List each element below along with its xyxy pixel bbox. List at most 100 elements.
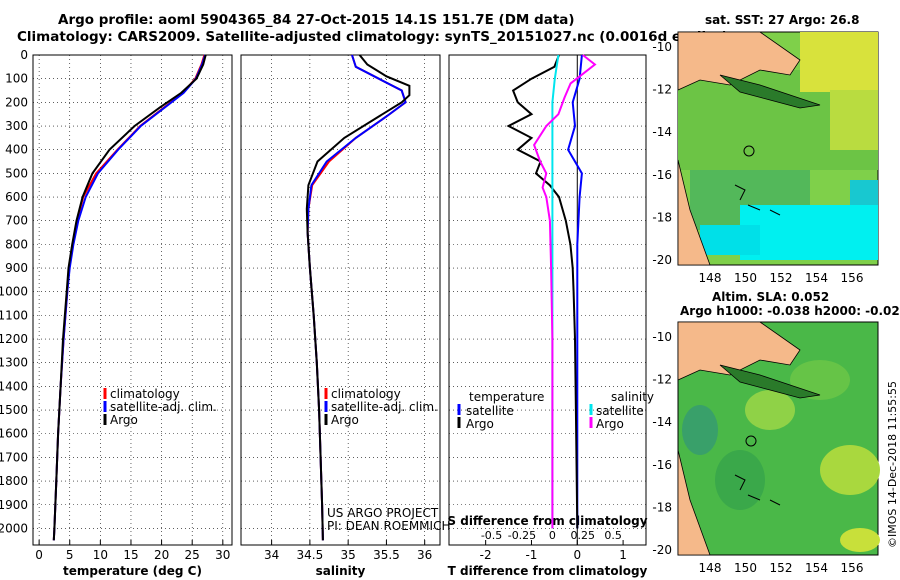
plot-frame xyxy=(448,54,647,546)
x2tick-label: -0.5 xyxy=(481,529,502,542)
map-xtick: 154 xyxy=(805,271,828,285)
map-xtick: 154 xyxy=(805,561,828,575)
xtick-label: -2 xyxy=(480,548,492,562)
xtick-label: 20 xyxy=(154,548,169,562)
x2tick-label: 0 xyxy=(549,529,556,542)
sla-map-title-2: Argo h1000: -0.038 h2000: -0.029 xyxy=(680,304,900,318)
imos-footer: ©IMOS 14-Dec-2018 11:55:55 xyxy=(886,381,899,548)
xtick-label: -1 xyxy=(525,548,537,562)
map-ytick: -12 xyxy=(652,373,672,387)
legend-label: satellite-adj. clim. xyxy=(331,400,438,414)
series-t-argo xyxy=(506,54,579,529)
xtick-label: 35 xyxy=(341,548,356,562)
legend-label: satellite xyxy=(596,404,644,418)
ytick-label: 200 xyxy=(5,95,28,109)
ytick-label: 0 xyxy=(20,48,28,62)
ytick-label: 1000 xyxy=(0,285,28,299)
sla-map xyxy=(677,321,880,556)
map-ytick: -18 xyxy=(652,210,672,224)
xtick-label: 10 xyxy=(93,548,108,562)
map-xtick: 156 xyxy=(841,561,864,575)
ytick-label: 100 xyxy=(5,72,28,86)
map-ytick: -14 xyxy=(652,125,672,139)
ytick-label: 1100 xyxy=(0,308,28,322)
map-ytick: -16 xyxy=(652,168,672,182)
map-xtick: 156 xyxy=(841,271,864,285)
series-t-satellite xyxy=(567,54,583,529)
xtick-label: 0 xyxy=(573,548,581,562)
ytick-label: 1400 xyxy=(0,379,28,393)
map-ytick: -18 xyxy=(652,500,672,514)
x2tick-label: -0.25 xyxy=(508,529,536,542)
ytick-label: 900 xyxy=(5,261,28,275)
ytick-label: 1800 xyxy=(0,474,28,488)
series-argo xyxy=(305,54,411,541)
xtick-label: 25 xyxy=(185,548,200,562)
map-ytick: -10 xyxy=(652,330,672,344)
series-argo xyxy=(52,54,207,541)
legend-label: satellite-adj. clim. xyxy=(110,400,217,414)
legend-label: Argo xyxy=(466,417,494,431)
map-xtick: 152 xyxy=(770,271,793,285)
x-axis-label: T difference from climatology xyxy=(448,564,648,578)
ytick-label: 600 xyxy=(5,190,28,204)
legend-label: climatology xyxy=(331,387,401,401)
ytick-label: 700 xyxy=(5,214,28,228)
map-xtick: 150 xyxy=(734,271,757,285)
xtick-label: 0 xyxy=(35,548,43,562)
series-s-argo xyxy=(532,54,597,529)
x2tick-label: 0.25 xyxy=(571,529,596,542)
xtick-label: 1 xyxy=(619,548,627,562)
ytick-label: 800 xyxy=(5,237,28,251)
annotation-text: PI: DEAN ROEMMICH xyxy=(327,519,450,533)
xtick-label: 36 xyxy=(417,548,432,562)
ytick-label: 300 xyxy=(5,119,28,133)
xtick-label: 35.5 xyxy=(373,548,400,562)
ytick-label: 1900 xyxy=(0,498,28,512)
annotation-text: US ARGO PROJECT xyxy=(327,506,439,520)
x2-axis-label: S difference from climatology xyxy=(447,514,647,528)
map-ytick: -20 xyxy=(652,253,672,267)
map-ytick: -14 xyxy=(652,415,672,429)
map-ytick: -10 xyxy=(652,40,672,54)
panel-salinity: 34 34.5 35 35.5 36 salinity climatologysatelli… xyxy=(240,54,450,578)
title-line-2: Climatology: CARS2009. Satellite-adjuste… xyxy=(17,29,729,45)
ytick-label: 400 xyxy=(5,143,28,157)
map-xtick: 150 xyxy=(734,561,757,575)
x2tick-label: 0.5 xyxy=(604,529,622,542)
sst-map-title: sat. SST: 27 Argo: 26.8 xyxy=(705,13,860,27)
plot-frame xyxy=(240,54,441,546)
xtick-label: 34 xyxy=(264,548,279,562)
map-xtick: 152 xyxy=(770,561,793,575)
ytick-label: 1500 xyxy=(0,403,28,417)
ytick-label: 1600 xyxy=(0,427,28,441)
legend-label: Argo xyxy=(110,413,138,427)
legend-title-temperature: temperature xyxy=(469,390,544,404)
legend-label: Argo xyxy=(331,413,359,427)
map-xtick: 148 xyxy=(699,561,722,575)
xtick-label: 34.5 xyxy=(297,548,324,562)
sla-map-title-1: Altim. SLA: 0.052 xyxy=(712,290,830,304)
ytick-label: 500 xyxy=(5,166,28,180)
ytick-label: 2000 xyxy=(0,521,28,535)
xtick-label: 15 xyxy=(123,548,138,562)
x-axis-label: temperature (deg C) xyxy=(63,564,202,578)
map-xtick: 148 xyxy=(699,271,722,285)
ytick-label: 1300 xyxy=(0,356,28,370)
legend-label: Argo xyxy=(596,417,624,431)
x-axis-label: salinity xyxy=(316,564,366,578)
xtick-label: 5 xyxy=(66,548,74,562)
legend-label: climatology xyxy=(110,387,180,401)
map-ytick: -20 xyxy=(652,543,672,557)
legend-label: satellite xyxy=(466,404,514,418)
xtick-label: 30 xyxy=(215,548,230,562)
ytick-label: 1700 xyxy=(0,450,28,464)
legend-title-salinity: salinity xyxy=(611,390,654,404)
title-line-1: Argo profile: aoml 5904365_84 27-Oct-201… xyxy=(58,12,575,28)
map-ytick: -12 xyxy=(652,83,672,97)
ytick-label: 1200 xyxy=(0,332,28,346)
sst-map xyxy=(677,31,879,266)
panel-temperature: 0100200300400500600700800900100011001200… xyxy=(0,48,233,578)
panel-difference: -2 -1 0 1 T difference from climatology S dif… xyxy=(447,54,654,578)
